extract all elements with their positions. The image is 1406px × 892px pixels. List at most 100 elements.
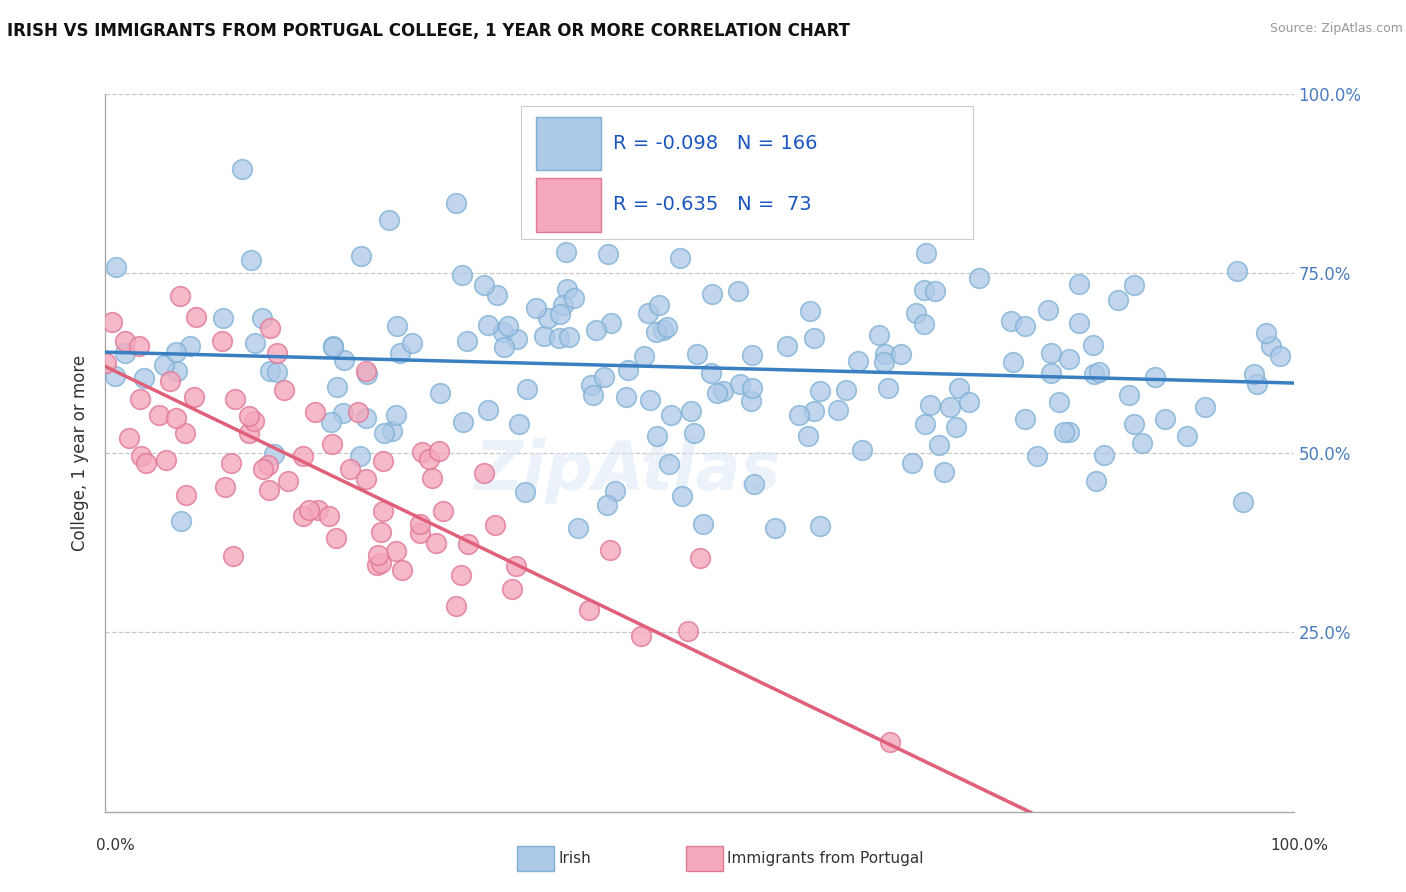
Point	[472, 467, 495, 481]
Point	[808, 519, 831, 533]
Y-axis label: College, 1 year or more: College, 1 year or more	[72, 355, 90, 550]
Point	[890, 347, 912, 361]
Point	[104, 260, 127, 275]
Point	[1268, 350, 1291, 364]
Point	[292, 450, 315, 464]
Point	[928, 437, 950, 451]
Point	[742, 476, 765, 491]
Point	[325, 532, 347, 546]
Point	[100, 315, 122, 329]
Point	[321, 436, 343, 450]
Point	[787, 409, 810, 423]
Point	[492, 325, 515, 339]
Point	[599, 543, 621, 558]
Point	[322, 340, 344, 354]
Point	[484, 518, 506, 533]
Point	[598, 246, 620, 260]
Point	[292, 508, 315, 523]
Point	[409, 517, 432, 532]
Point	[420, 471, 443, 485]
Point	[349, 449, 371, 463]
Point	[155, 452, 177, 467]
Point	[384, 544, 406, 558]
Point	[370, 524, 392, 539]
Point	[1083, 367, 1105, 381]
Point	[797, 429, 820, 443]
Point	[1052, 425, 1074, 439]
Point	[367, 548, 389, 562]
Point	[427, 444, 450, 458]
Point	[1039, 345, 1062, 359]
Point	[409, 525, 432, 540]
Point	[322, 339, 344, 353]
Point	[242, 414, 264, 428]
Point	[219, 456, 242, 470]
Point	[799, 304, 821, 318]
Point	[266, 365, 288, 379]
Point	[585, 323, 607, 337]
Point	[730, 376, 752, 391]
Point	[1132, 436, 1154, 450]
Point	[515, 485, 537, 500]
Point	[332, 406, 354, 420]
Point	[179, 339, 201, 353]
Point	[153, 358, 176, 372]
Point	[239, 253, 262, 268]
Point	[277, 474, 299, 488]
Text: Irish: Irish	[558, 851, 591, 865]
Point	[741, 348, 763, 362]
Point	[1226, 264, 1249, 278]
Point	[174, 425, 197, 440]
Point	[1088, 365, 1111, 379]
Point	[652, 323, 675, 337]
Point	[875, 347, 897, 361]
Point	[1036, 302, 1059, 317]
Text: 100.0%: 100.0%	[1271, 838, 1329, 853]
Point	[1256, 326, 1278, 341]
Point	[508, 417, 530, 431]
Point	[432, 504, 454, 518]
Point	[700, 366, 723, 380]
Point	[915, 246, 938, 260]
Point	[1175, 428, 1198, 442]
Point	[711, 384, 734, 398]
Point	[803, 331, 825, 345]
Point	[165, 345, 187, 359]
Point	[1118, 388, 1140, 402]
Point	[803, 404, 825, 418]
Point	[596, 498, 619, 512]
Point	[259, 321, 281, 335]
Point	[339, 462, 361, 476]
Point	[1039, 366, 1062, 380]
Point	[505, 558, 527, 573]
Text: ZipAtlas: ZipAtlas	[475, 438, 782, 504]
Point	[118, 431, 141, 445]
Point	[1026, 449, 1049, 463]
Point	[257, 483, 280, 497]
Point	[600, 316, 623, 330]
Point	[211, 334, 233, 348]
Point	[366, 558, 388, 573]
Point	[678, 624, 700, 639]
Point	[776, 338, 799, 352]
Point	[1260, 339, 1282, 353]
Point	[325, 380, 347, 394]
Point	[920, 398, 942, 412]
Point	[924, 285, 946, 299]
Point	[578, 603, 600, 617]
Point	[148, 408, 170, 422]
Point	[96, 356, 118, 370]
Point	[371, 454, 394, 468]
Point	[835, 383, 858, 397]
Point	[1092, 448, 1115, 462]
Point	[129, 449, 152, 463]
Point	[444, 195, 467, 210]
Point	[333, 353, 356, 368]
Point	[1014, 319, 1036, 334]
Point	[1153, 412, 1175, 426]
Point	[304, 405, 326, 419]
Point	[411, 445, 433, 459]
Point	[1107, 293, 1129, 307]
Point	[1014, 412, 1036, 426]
Point	[450, 568, 472, 582]
